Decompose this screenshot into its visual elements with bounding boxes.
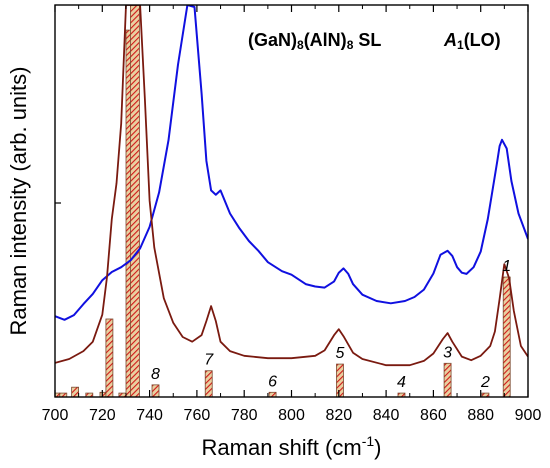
x-tick-label-780: 780 — [231, 407, 258, 424]
mode-sub: 1 — [457, 38, 464, 52]
bar-label-1: 1 — [502, 258, 511, 275]
x-tick-label-720: 720 — [89, 407, 116, 424]
calculated-spectrum-line — [55, 5, 528, 367]
x-tick-label-860: 860 — [420, 407, 447, 424]
bar-5 — [105, 318, 114, 397]
x-tick-label-900: 900 — [515, 407, 542, 424]
bar-labels-layer: 8 7 6 5 4 3 2 1 — [151, 258, 511, 391]
x-tick-label-700: 700 — [42, 407, 69, 424]
ticks-layer: 700 720 740 760 780 800 820 840 860 880 900 — [42, 5, 542, 424]
x-axis-label-sup: -1 — [362, 433, 375, 449]
x-tick-label-880: 880 — [467, 407, 494, 424]
bar-16 — [502, 276, 511, 397]
lines-layer — [55, 5, 528, 367]
x-tick-label-840: 840 — [373, 407, 400, 424]
mode-end: (LO) — [463, 30, 501, 50]
bar-label-2: 2 — [480, 374, 490, 391]
title-part-aln: (AlN) — [303, 30, 347, 50]
bar-11 — [268, 391, 277, 397]
bar-9 — [151, 384, 160, 397]
bars-layer — [55, 5, 511, 397]
mode-label: A1(LO) — [444, 30, 501, 52]
x-tick-label-760: 760 — [184, 407, 211, 424]
x-axis-label-end: ) — [374, 435, 381, 460]
chart-title: (GaN)8(AlN)8 SL — [248, 30, 381, 52]
x-axis-label-main: Raman shift (cm — [202, 435, 362, 460]
x-tick-label-800: 800 — [278, 407, 305, 424]
x-axis-label: Raman shift (cm-1) — [202, 433, 382, 460]
bar-label-6: 6 — [268, 373, 277, 390]
bar-8 — [130, 5, 140, 397]
title-sub-gan: 8 — [297, 38, 304, 52]
bar-label-3: 3 — [443, 344, 452, 361]
bar-14 — [443, 362, 452, 397]
experimental-spectrum-line — [55, 5, 528, 321]
mode-letter: A — [444, 30, 457, 50]
bar-label-4: 4 — [397, 374, 406, 391]
bar-label-8: 8 — [151, 366, 160, 383]
y-axis-label: Raman intensity (arb. units) — [6, 67, 31, 336]
bar-label-7: 7 — [204, 352, 214, 369]
title-part-sl: SL — [353, 30, 382, 50]
title-sub-aln: 8 — [346, 38, 354, 52]
title-part-gan: (GaN) — [248, 30, 297, 50]
bar-2 — [71, 386, 80, 397]
x-tick-label-820: 820 — [325, 407, 352, 424]
bar-12 — [336, 363, 344, 397]
bar-10 — [204, 370, 213, 397]
x-tick-label-740: 740 — [136, 407, 163, 424]
bar-label-5: 5 — [336, 345, 345, 362]
